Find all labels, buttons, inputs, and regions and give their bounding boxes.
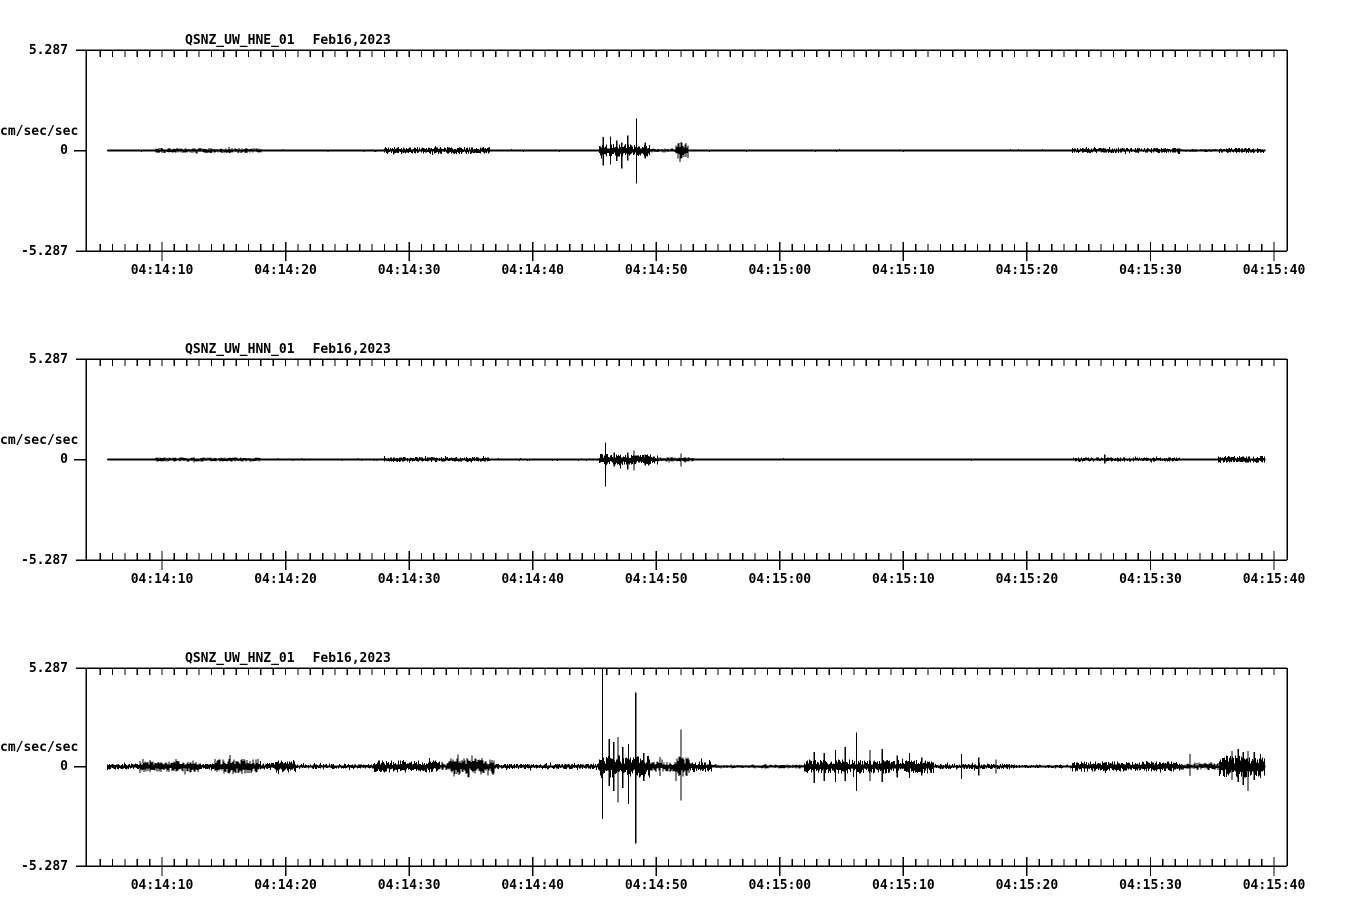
y-axis-units-label: cm/sec/sec	[0, 123, 79, 139]
x-tick-label: 04:14:10	[130, 263, 194, 278]
x-tick-label: 04:14:10	[130, 878, 194, 893]
x-tick-label: 04:14:20	[254, 878, 317, 893]
x-tick-label: 04:15:40	[1242, 572, 1306, 587]
x-tick-label: 04:15:10	[872, 878, 935, 893]
date-label: Feb16,2023	[312, 342, 391, 357]
station-channel-label: QSNZ_UW_HNE_01	[185, 33, 295, 48]
y-axis-max-label: 5.287	[28, 43, 68, 58]
x-tick-label: 04:14:50	[624, 878, 688, 893]
x-tick-label: 04:14:40	[501, 572, 564, 587]
x-tick-label: 04:14:50	[624, 263, 688, 278]
date-label: Feb16,2023	[312, 651, 391, 666]
x-tick-label: 04:15:00	[748, 572, 812, 587]
x-tick-label: 04:14:20	[254, 572, 317, 587]
y-axis-zero-label: 0	[60, 758, 68, 774]
x-tick-label: 04:14:40	[501, 878, 564, 893]
y-axis-min-label: -5.287	[21, 244, 68, 259]
x-tick-label: 04:15:10	[872, 263, 935, 278]
y-axis-zero-label: 0	[60, 451, 68, 467]
x-tick-label: 04:15:20	[995, 878, 1059, 893]
y-axis-min-label: -5.287	[21, 859, 68, 874]
x-tick-label: 04:15:30	[1119, 263, 1182, 278]
x-tick-label: 04:14:30	[377, 263, 441, 278]
y-axis-min-label: -5.287	[21, 553, 68, 568]
x-tick-label: 04:14:10	[130, 572, 194, 587]
x-tick-label: 04:14:30	[377, 878, 441, 893]
date-label: Feb16,2023	[312, 33, 391, 48]
trace-title: QSNZ_UW_HNZ_01 Feb16,2023	[185, 651, 391, 666]
trace-title: QSNZ_UW_HNN_01 Feb16,2023	[185, 342, 391, 357]
station-channel-label: QSNZ_UW_HNN_01	[185, 342, 295, 357]
x-tick-label: 04:15:30	[1119, 572, 1182, 587]
x-tick-label: 04:15:40	[1242, 263, 1306, 278]
x-tick-label: 04:15:20	[995, 263, 1059, 278]
y-axis-units-label: cm/sec/sec	[0, 432, 79, 448]
x-tick-label: 04:14:50	[624, 572, 688, 587]
y-axis-max-label: 5.287	[28, 661, 68, 676]
y-axis-units-label: cm/sec/sec	[0, 739, 79, 755]
y-axis-zero-label: 0	[60, 142, 68, 158]
x-tick-label: 04:15:10	[872, 572, 935, 587]
y-axis-max-label: 5.287	[28, 352, 68, 367]
x-tick-label: 04:15:40	[1242, 878, 1306, 893]
x-tick-label: 04:15:00	[748, 878, 812, 893]
station-channel-label: QSNZ_UW_HNZ_01	[185, 651, 295, 666]
x-tick-label: 04:14:20	[254, 263, 317, 278]
x-tick-label: 04:14:30	[377, 572, 441, 587]
trace-title: QSNZ_UW_HNE_01 Feb16,2023	[185, 33, 391, 48]
x-tick-label: 04:14:40	[501, 263, 564, 278]
x-tick-label: 04:15:30	[1119, 878, 1182, 893]
x-tick-label: 04:15:20	[995, 572, 1059, 587]
x-tick-label: 04:15:00	[748, 263, 812, 278]
